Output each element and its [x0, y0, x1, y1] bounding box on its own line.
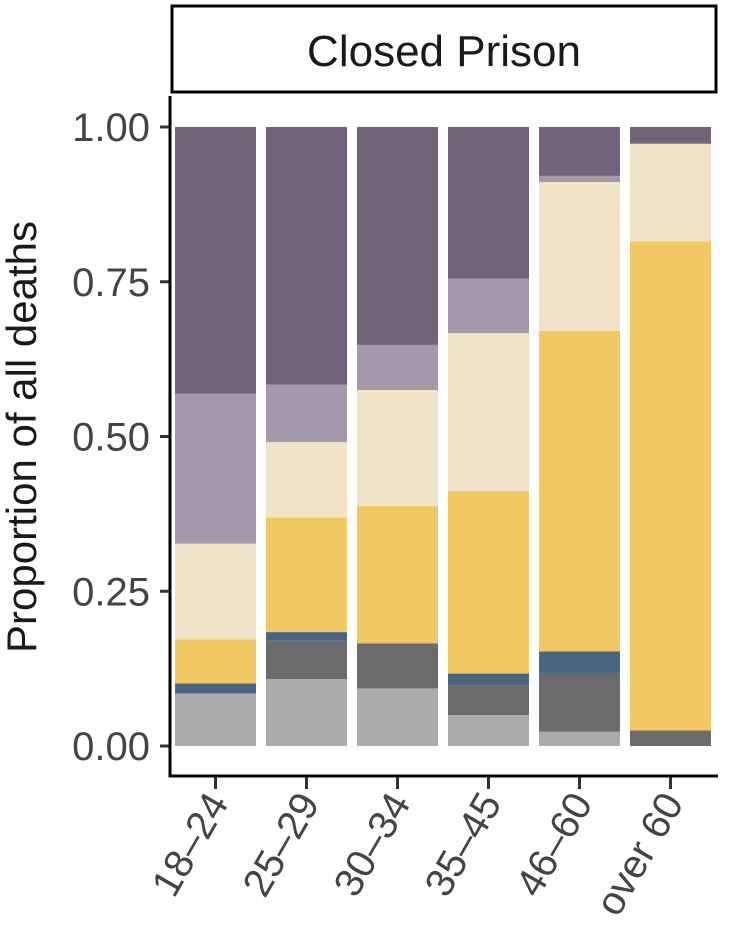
bar-segment [448, 715, 529, 746]
bar-segment [630, 127, 711, 144]
bar-segment [175, 693, 256, 746]
x-tick-label: 30–34 [326, 786, 420, 904]
bar-segment [266, 517, 347, 633]
y-tick-label: 1.00 [72, 106, 150, 150]
bar-segment [448, 490, 529, 674]
bar-segment [266, 442, 347, 518]
bar-segment [266, 127, 347, 385]
bar-segment [175, 543, 256, 640]
bar-segment [448, 673, 529, 686]
y-tick-label: 0.00 [72, 725, 150, 769]
bar-segment [539, 731, 620, 746]
bar-segment [630, 730, 711, 746]
bar-segment [357, 688, 438, 746]
bar-segment [539, 330, 620, 652]
bar-segment [448, 333, 529, 491]
bar-segment [357, 390, 438, 506]
panel-strip: Closed Prison [170, 4, 718, 94]
bar-segment [630, 241, 711, 731]
bar-segment [539, 127, 620, 176]
y-axis-ticks: 0.00 0.25 0.50 0.75 1.00 [72, 106, 170, 769]
bar-segment [266, 632, 347, 641]
bar-segment [175, 393, 256, 544]
bar-segment [357, 127, 438, 345]
bar-segment [539, 175, 620, 183]
bar-segment [175, 683, 256, 694]
bar-segment [448, 127, 529, 279]
bar-segment [175, 127, 256, 394]
panel-title: Closed Prison [307, 27, 581, 76]
x-tick-label: 35–45 [417, 786, 511, 904]
bar-segment [539, 182, 620, 331]
x-tick-label: 46–60 [508, 786, 602, 904]
bar-segment [266, 640, 347, 680]
bar-segment [357, 344, 438, 391]
bar-segment [448, 278, 529, 334]
y-tick-label: 0.25 [72, 570, 150, 614]
bar-segment [175, 639, 256, 684]
bar-segment [539, 672, 620, 732]
x-tick-label: 18–24 [144, 786, 238, 904]
bar-segment [357, 643, 438, 689]
bar-segment [357, 505, 438, 644]
bar-segment [630, 143, 711, 242]
bar-segment [448, 685, 529, 716]
panel-strip-box [170, 4, 718, 94]
bar-stacks [175, 127, 711, 746]
y-axis-title: Proportion of all deaths [0, 221, 45, 653]
bar-segment [539, 651, 620, 673]
bar-segment [266, 679, 347, 746]
bar-segment [266, 384, 347, 443]
y-tick-label: 0.50 [72, 416, 150, 460]
x-tick-label: 25–29 [235, 786, 329, 904]
y-tick-label: 0.75 [72, 261, 150, 305]
x-tick-label: over 60 [587, 786, 692, 924]
